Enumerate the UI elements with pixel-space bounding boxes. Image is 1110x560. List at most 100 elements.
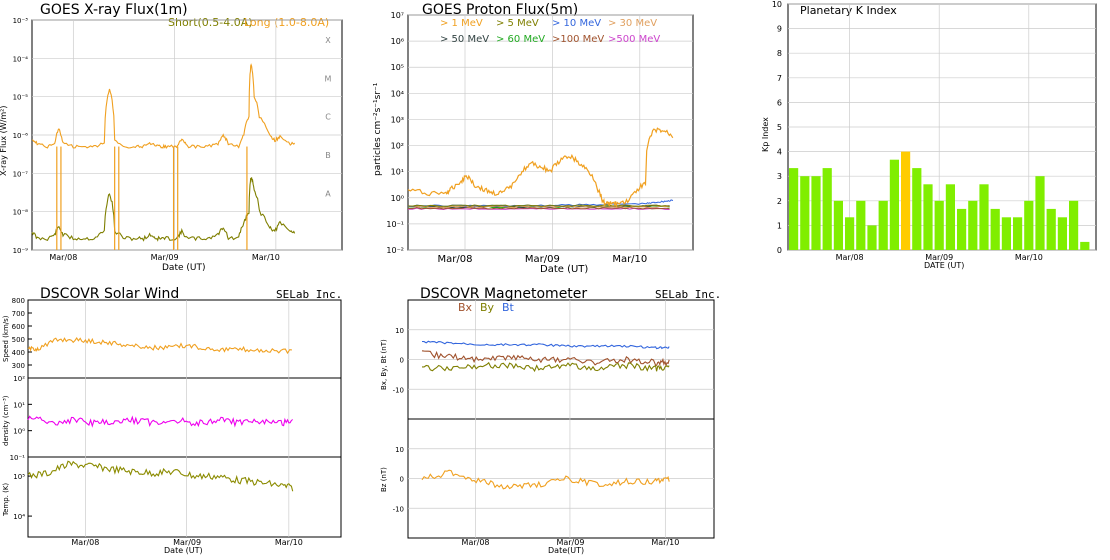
kp-bar: [867, 225, 877, 250]
proton-y-tick-label: 10⁻¹: [386, 220, 404, 229]
wind-xlabel: Date (UT): [164, 546, 203, 555]
xray-y-tick-label: 10⁻⁸: [13, 209, 29, 217]
proton-y-tick-label: 10¹: [391, 168, 404, 177]
proton-ylabel: particles cm⁻²s⁻¹sr⁻¹: [373, 82, 383, 176]
proton-series-line: [407, 206, 670, 210]
kp-bar: [889, 159, 899, 250]
kp-bar: [856, 200, 866, 250]
proton-y-tick-label: 10²: [391, 142, 404, 151]
mag-xlabel: Date(UT): [548, 546, 584, 555]
xray-class-label: M: [325, 74, 332, 83]
kp-bar: [945, 184, 955, 250]
wind-speed-ylabel: Speed (km/s): [2, 315, 10, 362]
kp-bar: [934, 200, 944, 250]
mag-legend-bt: Bt: [502, 301, 515, 314]
wind-y-tick-label: 10²: [13, 375, 25, 383]
mag-y-tick-label: 0: [400, 357, 404, 365]
proton-x-tick-label: Mar/10: [612, 254, 647, 265]
kp-bar: [1069, 200, 1079, 250]
proton-legend-item: > 1 MeV: [440, 18, 483, 29]
wind-y-tick-label: 600: [12, 323, 25, 331]
kp-title: Planetary K Index: [800, 4, 897, 17]
mag-x-tick-label: Mar/09: [556, 538, 584, 547]
wind-x-ticks: Mar/08 Mar/09 Mar/10: [71, 538, 302, 547]
mag-x-tick-label: Mar/10: [651, 538, 679, 547]
wind-series-line: [27, 415, 294, 428]
mag-y-tick-label: -10: [393, 386, 404, 394]
proton-legend-item: > 5 MeV: [496, 18, 539, 29]
wind-plot-frame: [27, 299, 342, 538]
mag-bottom-ylabel: Bz (nT): [380, 467, 388, 492]
proton-legend-item: >500 MeV: [608, 34, 660, 45]
kp-bars: [789, 151, 1090, 250]
xray-x-ticks: Mar/08 Mar/09 Mar/10: [49, 253, 280, 262]
mag-legend-by: By: [480, 301, 495, 314]
kp-bar: [811, 176, 821, 250]
xray-class-label: A: [325, 189, 331, 198]
proton-legend-item: > 30 MeV: [608, 18, 657, 29]
kp-bar: [979, 184, 989, 250]
xray-x-tick-label: Mar/09: [151, 253, 179, 262]
kp-bar: [1057, 217, 1067, 250]
mag-y-tick-label: -10: [393, 505, 404, 513]
kp-y-tick-label: 4: [777, 148, 782, 157]
kp-x-ticks: Mar/08 Mar/09 Mar/10: [836, 253, 1043, 262]
kp-y-tick-label: 1: [777, 221, 782, 230]
wind-x-tick-label: Mar/08: [71, 538, 99, 547]
proton-series-line: [407, 199, 674, 207]
xray-y-tick-label: 10⁻⁴: [13, 55, 29, 63]
wind-y-tick-label: 10⁰: [13, 428, 25, 436]
xray-x-tick-label: Mar/08: [49, 253, 77, 262]
kp-grid: [788, 3, 1096, 251]
kp-x-tick-label: Mar/10: [1015, 253, 1043, 262]
proton-series-line: [407, 205, 670, 209]
xray-class-labels: X M C B A: [325, 36, 332, 198]
xray-y-tick-label: 10⁻³: [13, 17, 29, 25]
kp-y-tick-label: 8: [777, 49, 782, 58]
kp-bar: [1046, 208, 1056, 250]
wind-x-tick-label: Mar/09: [173, 538, 201, 547]
proton-series-line: [407, 127, 674, 209]
wind-y-tick-label: 10¹: [13, 401, 25, 409]
kp-y-tick-label: 0: [777, 246, 782, 255]
xray-xlabel: Date (UT): [162, 263, 205, 273]
proton-panel: GOES Proton Flux(5m) particles cm⁻²s⁻¹sr…: [373, 2, 694, 275]
kp-bar: [833, 200, 843, 250]
xray-y-tick-label: 10⁻⁵: [13, 94, 29, 102]
mag-series-bz-line: [421, 469, 670, 490]
mag-y-tick-label: 10: [395, 446, 404, 454]
proton-plot-frame: [407, 14, 694, 251]
proton-y-tick-label: 10⁵: [391, 63, 404, 72]
xray-panel: GOES X-ray Flux(1m) Short(0.5-4.0A) Long…: [0, 2, 343, 273]
kp-bar: [901, 151, 911, 250]
mag-legend-bx: Bx: [458, 301, 473, 314]
wind-series-line: [27, 460, 294, 492]
kp-bar: [822, 168, 832, 250]
mag-y-ticks: -10 0 10 -10 0 10: [393, 327, 404, 514]
xray-legend-short: Short(0.5-4.0A): [168, 16, 253, 29]
mag-x-ticks: Mar/08 Mar/09 Mar/10: [462, 538, 680, 547]
wind-density-ylabel: density (cm⁻³): [2, 395, 10, 446]
wind-y-tick-label: 400: [12, 349, 25, 357]
wind-y-tick-label: 10⁵: [13, 473, 25, 481]
xray-y-tick-label: 10⁻⁶: [13, 132, 29, 140]
xray-ylabel: X-ray Flux (W/m²): [0, 106, 8, 176]
wind-brand: SELab Inc.: [276, 288, 342, 301]
wind-y-tick-label: 10⁻¹: [10, 454, 26, 462]
kp-y-tick-label: 9: [777, 25, 782, 34]
kp-bar: [990, 208, 1000, 250]
kp-bar: [800, 176, 810, 250]
kp-bar: [1001, 217, 1011, 250]
kp-y-ticks: 0 1 2 3 4 5 6 7 8 9 10: [772, 0, 782, 255]
proton-y-tick-label: 10⁰: [391, 194, 404, 203]
wind-title: DSCOVR Solar Wind: [40, 286, 179, 302]
wind-temp-ylabel: Temp. (K): [2, 483, 10, 517]
proton-xlabel: Date (UT): [540, 264, 588, 275]
mag-y-tick-label: 10: [395, 327, 404, 335]
proton-grid: [408, 14, 693, 251]
kp-bar: [912, 168, 922, 250]
kp-y-tick-label: 10: [772, 0, 782, 9]
proton-y-tick-label: 10⁶: [391, 37, 404, 46]
mag-title: DSCOVR Magnetometer: [420, 286, 587, 302]
